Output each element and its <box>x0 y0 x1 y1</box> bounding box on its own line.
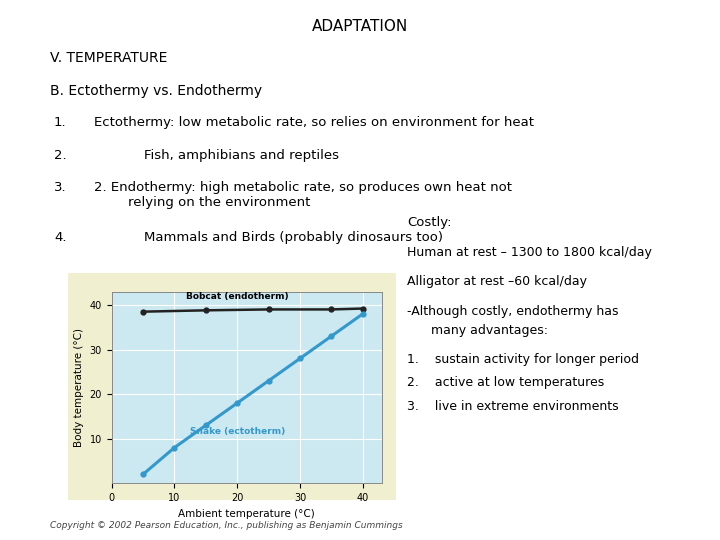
Text: 3.: 3. <box>54 181 67 194</box>
Text: many advantages:: many advantages: <box>407 325 548 338</box>
Text: 4.: 4. <box>54 231 66 244</box>
Text: Costly:: Costly: <box>407 216 451 229</box>
Text: Human at rest – 1300 to 1800 kcal/day: Human at rest – 1300 to 1800 kcal/day <box>407 246 652 259</box>
X-axis label: Ambient temperature (°C): Ambient temperature (°C) <box>179 509 315 518</box>
Text: Snake (ectotherm): Snake (ectotherm) <box>189 427 285 436</box>
Text: Ectothermy: low metabolic rate, so relies on environment for heat: Ectothermy: low metabolic rate, so relie… <box>94 116 534 129</box>
Text: 2. Endothermy: high metabolic rate, so produces own heat not
        relying on : 2. Endothermy: high metabolic rate, so p… <box>94 181 512 209</box>
Text: Fish, amphibians and reptiles: Fish, amphibians and reptiles <box>144 148 339 161</box>
Text: 2.: 2. <box>54 148 67 161</box>
Text: 1.: 1. <box>54 116 67 129</box>
Text: Alligator at rest –60 kcal/day: Alligator at rest –60 kcal/day <box>407 275 587 288</box>
Text: Bobcat (endotherm): Bobcat (endotherm) <box>186 292 289 301</box>
Text: B. Ectothermy vs. Endothermy: B. Ectothermy vs. Endothermy <box>50 84 263 98</box>
Text: Copyright © 2002 Pearson Education, Inc., publishing as Benjamin Cummings: Copyright © 2002 Pearson Education, Inc.… <box>50 521 403 530</box>
Text: -Although costly, endothermy has: -Although costly, endothermy has <box>407 305 618 318</box>
Y-axis label: Body temperature (°C): Body temperature (°C) <box>74 328 84 447</box>
Text: ADAPTATION: ADAPTATION <box>312 19 408 34</box>
Text: Mammals and Birds (probably dinosaurs too): Mammals and Birds (probably dinosaurs to… <box>144 231 443 244</box>
Text: 2.    active at low temperatures: 2. active at low temperatures <box>407 376 604 389</box>
Text: V. TEMPERATURE: V. TEMPERATURE <box>50 51 168 65</box>
Text: 3.    live in extreme environments: 3. live in extreme environments <box>407 400 618 413</box>
Text: 1.    sustain activity for longer period: 1. sustain activity for longer period <box>407 353 639 366</box>
